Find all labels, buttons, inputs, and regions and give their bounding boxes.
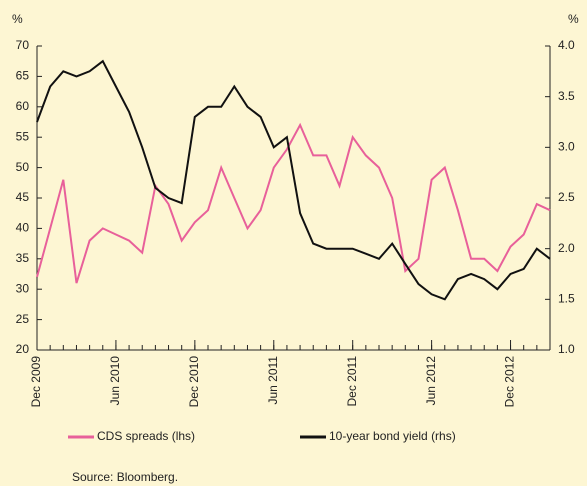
y-tick-label: 20 [16,342,30,356]
y2-tick-label: 3.0 [558,140,575,154]
y-tick-label: 40 [16,221,30,235]
x-tick-label: Dec 2011 [345,356,359,407]
y-tick-label: 50 [16,160,30,174]
y-tick-label: 60 [16,99,30,113]
y2-tick-label: 2.5 [558,190,575,204]
x-tick-label: Jun 2010 [108,356,122,406]
legend-label: CDS spreads (lhs) [97,429,195,443]
y2-tick-label: 1.0 [558,342,575,356]
x-tick-label: Jun 2011 [266,356,280,405]
y-tick-label: 25 [16,312,30,326]
y-unit: % [12,12,23,26]
series-line [36,59,551,301]
x-tick-label: Dec 2009 [29,356,43,408]
y-tick-label: 45 [16,190,30,204]
y2-unit: % [568,12,579,26]
x-tick-label: Jun 2012 [424,356,438,406]
y-tick-label: 70 [16,38,30,52]
y2-tick-label: 3.5 [558,89,575,103]
series-line [36,122,551,284]
y-tick-label: 30 [16,281,30,295]
y-tick-label: 55 [16,129,30,143]
y-tick-label: 35 [16,251,30,265]
source: Source: Bloomberg. [72,470,178,484]
y2-tick-label: 1.5 [558,292,575,306]
y-tick-label: 65 [16,69,30,83]
y2-tick-label: 2.0 [558,241,575,255]
x-tick-label: Dec 2010 [187,356,201,408]
x-tick-label: Dec 2012 [503,356,517,408]
legend-label: 10-year bond yield (rhs) [329,429,456,443]
y2-tick-label: 4.0 [558,38,575,52]
